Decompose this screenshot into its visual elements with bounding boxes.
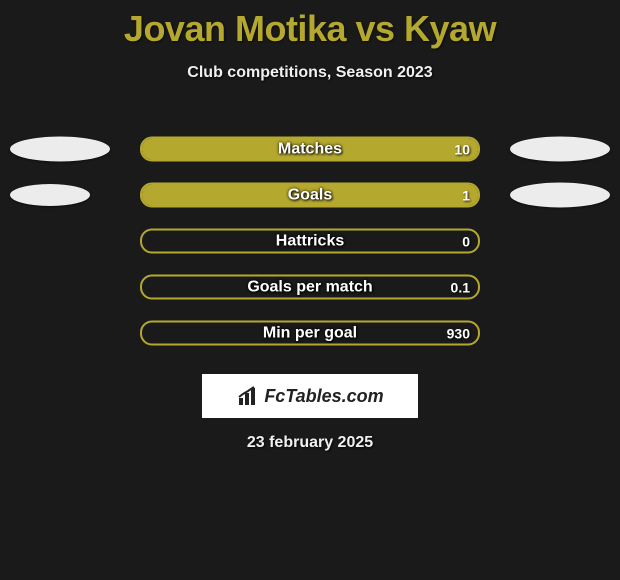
brand-text: FcTables.com <box>264 386 383 407</box>
player-left-ellipse <box>10 184 90 206</box>
stats-container: 10 Matches 1 Goals 0 Hattricks 0.1 Goals per ma… <box>0 126 620 356</box>
stat-pill: 0.1 Goals per match <box>140 275 480 300</box>
player-right-ellipse <box>510 183 610 208</box>
stat-pill: 1 Goals <box>140 183 480 208</box>
stat-label: Min per goal <box>263 324 357 342</box>
bar-chart-icon <box>236 384 260 408</box>
stat-row: 930 Min per goal <box>0 310 620 356</box>
comparison-subtitle: Club competitions, Season 2023 <box>0 64 620 82</box>
stat-value-right: 10 <box>454 141 470 157</box>
stat-value-right: 1 <box>462 187 470 203</box>
stat-pill: 0 Hattricks <box>140 229 480 254</box>
stat-row: 10 Matches <box>0 126 620 172</box>
stat-value-right: 0 <box>462 233 470 249</box>
stat-label: Hattricks <box>276 232 344 250</box>
stat-row: 0.1 Goals per match <box>0 264 620 310</box>
brand-logo: FcTables.com <box>202 374 418 418</box>
stat-value-right: 0.1 <box>451 279 470 295</box>
stat-label: Matches <box>278 140 342 158</box>
player-right-ellipse <box>510 137 610 162</box>
stat-label: Goals per match <box>247 278 372 296</box>
stat-pill: 10 Matches <box>140 137 480 162</box>
stat-row: 0 Hattricks <box>0 218 620 264</box>
stat-value-right: 930 <box>447 325 470 341</box>
stat-label: Goals <box>288 186 332 204</box>
stat-row: 1 Goals <box>0 172 620 218</box>
snapshot-date: 23 february 2025 <box>0 434 620 452</box>
comparison-title: Jovan Motika vs Kyaw <box>0 0 620 50</box>
player-left-ellipse <box>10 137 110 162</box>
stat-pill: 930 Min per goal <box>140 321 480 346</box>
